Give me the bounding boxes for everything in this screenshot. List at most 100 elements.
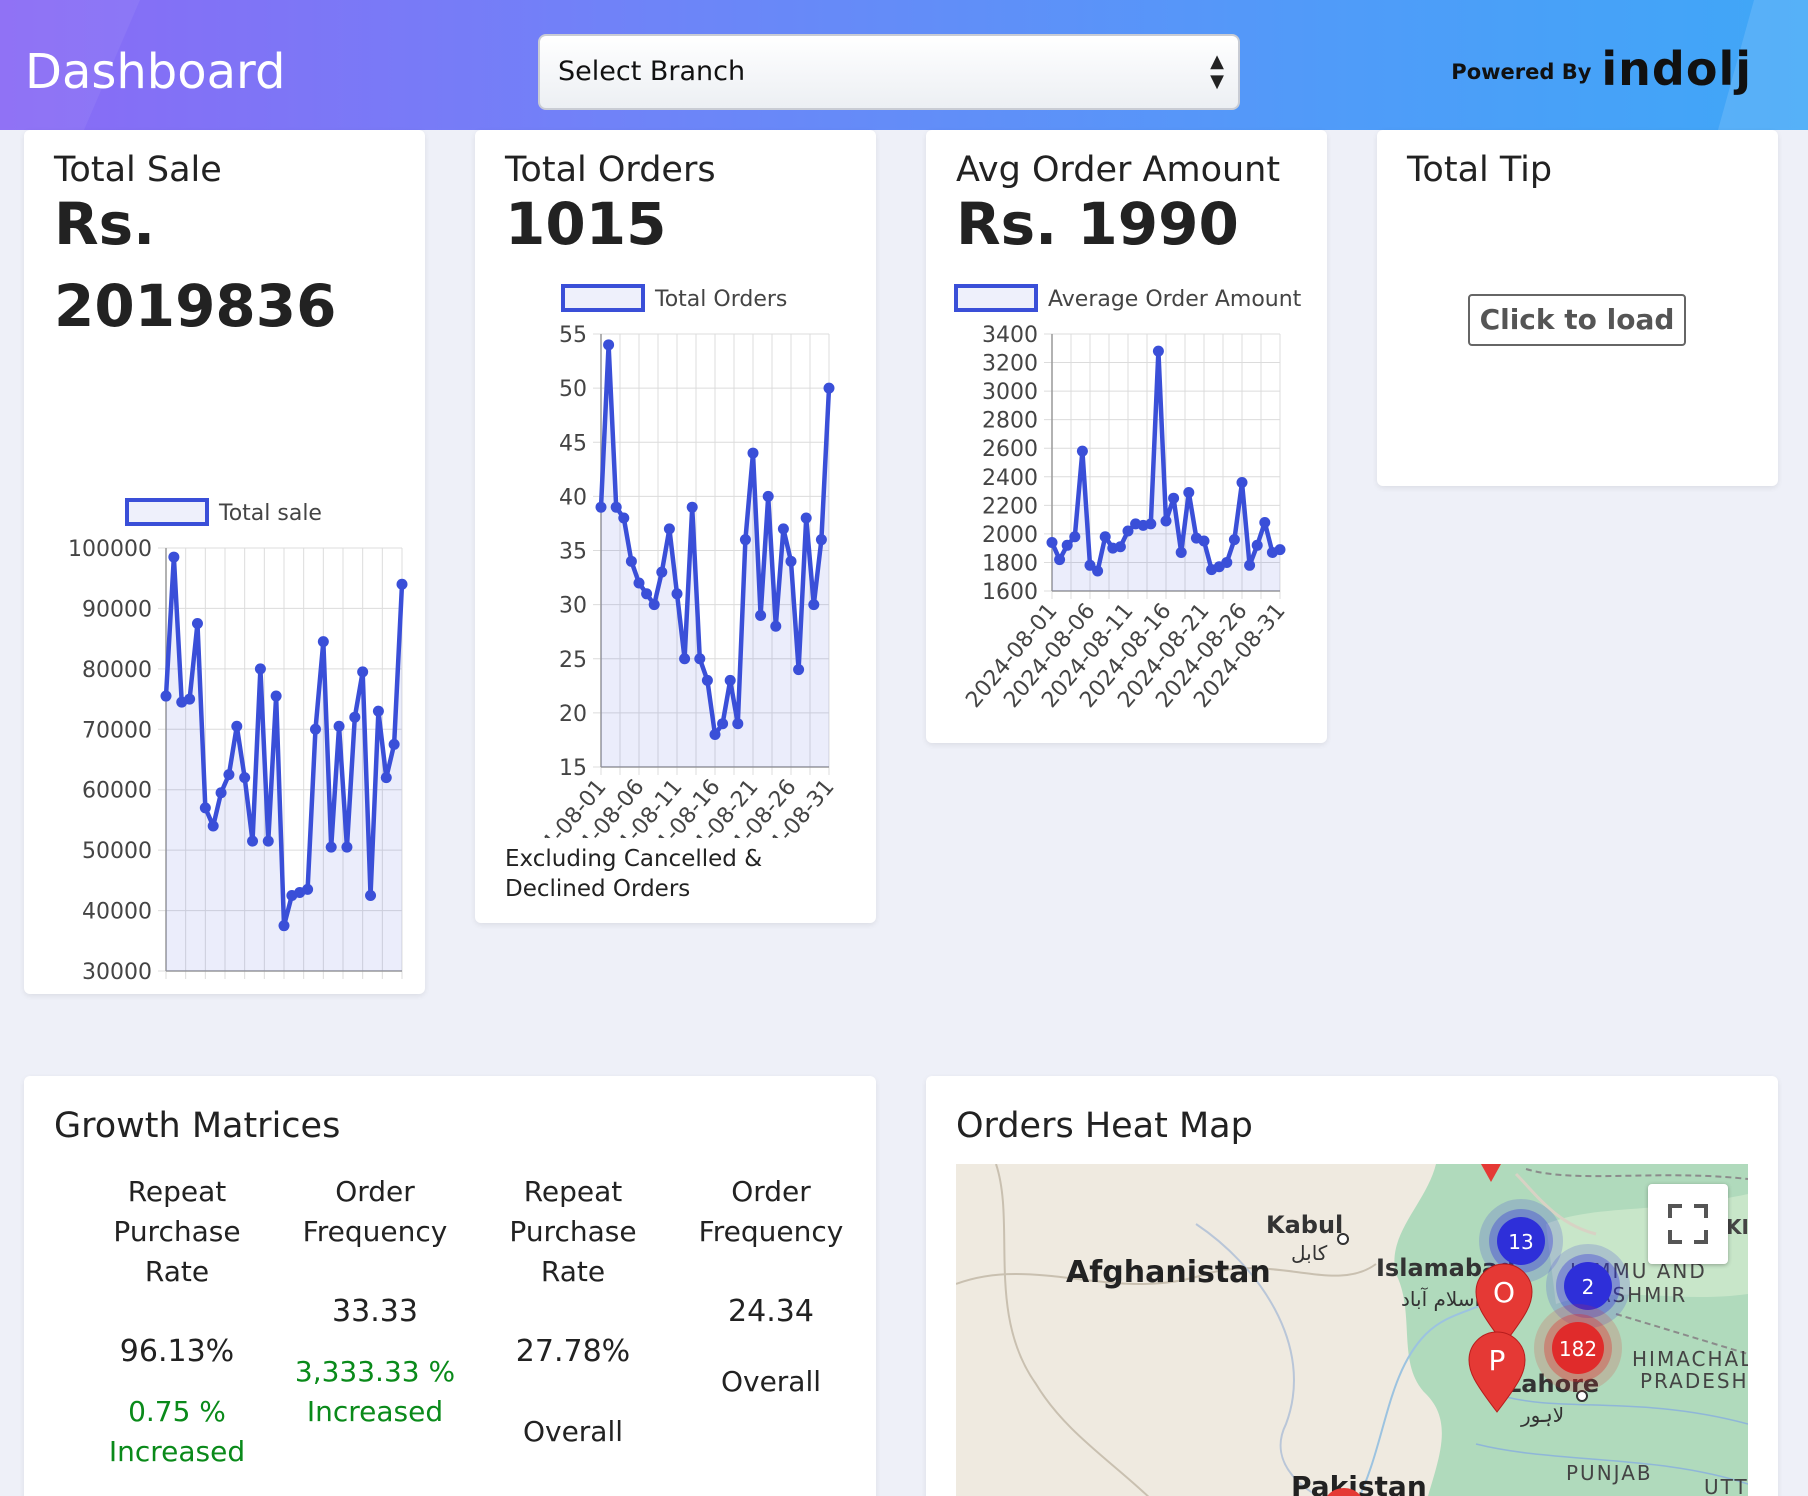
- powered-by: Powered By indolj: [1451, 46, 1752, 92]
- y-tick-label: 3000: [982, 380, 1038, 405]
- x-tick-label: 2024-08-26: [272, 979, 373, 980]
- kabul-dot: [1337, 1233, 1349, 1245]
- data-point: [618, 512, 630, 524]
- cluster-count: 13: [1508, 1230, 1533, 1254]
- lahore-dot: [1576, 1390, 1588, 1402]
- y-tick-label: 90000: [82, 597, 152, 622]
- data-point: [709, 729, 721, 741]
- y-tick-label: 2800: [982, 409, 1038, 434]
- legend-label: Average Order Amount: [1048, 287, 1302, 312]
- cluster-2[interactable]: 2: [1546, 1244, 1630, 1328]
- map-label-pakistan: Pakistan: [1291, 1470, 1427, 1496]
- data-point: [1099, 531, 1111, 543]
- data-point: [1274, 544, 1286, 556]
- metric-value: 96.13%: [119, 1334, 235, 1369]
- data-point: [1069, 531, 1081, 543]
- data-point: [1076, 445, 1088, 457]
- data-point: [388, 738, 400, 750]
- data-point: [686, 501, 698, 513]
- data-point: [739, 534, 751, 546]
- series-area: [166, 557, 402, 971]
- fullscreen-button[interactable]: [1648, 1184, 1728, 1264]
- cluster-182[interactable]: 182: [1534, 1304, 1622, 1392]
- y-tick-label: 30: [559, 594, 587, 619]
- orders-note: Excluding Cancelled & Declined Orders: [505, 844, 762, 904]
- metric-change: 0.75 %: [128, 1395, 226, 1428]
- data-point: [215, 787, 227, 799]
- data-point: [671, 588, 683, 600]
- data-point: [396, 578, 408, 590]
- data-point: [380, 772, 392, 784]
- data-point: [663, 523, 675, 535]
- data-point: [724, 674, 736, 686]
- metric-change: 3,333.33 %: [294, 1355, 456, 1388]
- metric-change-label: Overall: [522, 1415, 624, 1448]
- data-point: [1145, 518, 1157, 530]
- y-tick-label: 70000: [82, 718, 152, 743]
- metric-label-line: Order: [731, 1175, 811, 1208]
- data-point: [732, 718, 744, 730]
- page-title: Dashboard: [25, 44, 286, 100]
- y-tick-label: 45: [559, 431, 587, 456]
- x-tick-label: 2024-08-16: [193, 979, 294, 980]
- marker-letter: P: [1489, 1344, 1506, 1377]
- map-marker-p[interactable]: P: [1468, 1331, 1526, 1413]
- y-tick-label: 20: [559, 702, 587, 727]
- map-canvas[interactable]: Kabul کابل Afghanistan Islamabad اسلام آ…: [956, 1164, 1748, 1496]
- data-point: [1046, 536, 1058, 548]
- growth-matrices-card: Growth Matrices Repeat Purchase Rate 96.…: [24, 1076, 876, 1496]
- avg-order-card: Avg Order Amount Rs. 1990 Average Order …: [926, 130, 1327, 743]
- y-tick-label: 50000: [82, 839, 152, 864]
- total-orders-card: Total Orders 1015 Total Orders 55 50 45 40 35…: [475, 130, 876, 923]
- map-road: [995, 1164, 1150, 1496]
- map-label-punjab: PUNJAB: [1566, 1461, 1653, 1485]
- x-tick-label: 2024-08-21: [233, 979, 334, 980]
- total-orders-value: 1015: [505, 190, 667, 258]
- orders-note-line1: Excluding Cancelled &: [505, 846, 763, 872]
- data-point: [278, 920, 290, 932]
- y-tick-label: 80000: [82, 658, 152, 683]
- map-marker-partial[interactable]: [1322, 1488, 1366, 1496]
- y-tick-label: 1600: [982, 580, 1038, 605]
- growth-title: Growth Matrices: [54, 1106, 341, 1146]
- legend-swatch: [125, 498, 209, 526]
- metric-label-line: Order: [335, 1175, 415, 1208]
- data-point: [1175, 546, 1187, 558]
- cluster-count: 2: [1582, 1275, 1595, 1299]
- data-point: [625, 555, 637, 567]
- y-tick-label: 30000: [82, 960, 152, 980]
- cluster-13[interactable]: 13: [1479, 1199, 1563, 1283]
- series-area: [601, 344, 829, 767]
- map-marker-partial[interactable]: [1481, 1164, 1501, 1182]
- map-label-himachal: HIMACHAL: [1632, 1347, 1748, 1371]
- y-tick-label: 35: [559, 540, 587, 565]
- map-river: [1195, 1223, 1321, 1496]
- map-river: [1495, 1393, 1748, 1425]
- orders-map[interactable]: Kabul کابل Afghanistan Islamabad اسلام آ…: [956, 1164, 1748, 1496]
- metric-repeat-rate: Repeat Purchase Rate 96.13% 0.75 % Incre…: [87, 1172, 267, 1472]
- map-marker-o[interactable]: O: [1475, 1263, 1533, 1345]
- data-point: [349, 711, 361, 723]
- data-point: [333, 720, 345, 732]
- map-label-utt: UTT: [1704, 1475, 1748, 1496]
- indolj-logo[interactable]: indolj: [1601, 42, 1752, 96]
- data-point: [641, 588, 653, 600]
- data-point: [1183, 486, 1195, 498]
- data-point: [762, 490, 774, 502]
- data-point: [199, 802, 211, 814]
- legend-swatch: [954, 284, 1038, 312]
- data-point: [357, 666, 369, 678]
- total-orders-chart: Total Orders5550454035302520152024-08-01…: [510, 284, 840, 838]
- map-border: [1514, 1172, 1597, 1236]
- branch-select[interactable]: Select Branch ▲ ▼: [538, 34, 1240, 110]
- data-point: [808, 599, 820, 611]
- y-tick-label: 100000: [68, 537, 152, 562]
- y-tick-label: 55: [559, 323, 587, 348]
- data-point: [231, 720, 243, 732]
- data-point: [1259, 516, 1271, 528]
- data-point: [656, 566, 668, 578]
- data-point: [595, 501, 607, 513]
- powered-by-label: Powered By: [1451, 60, 1592, 84]
- y-tick-label: 15: [559, 756, 587, 781]
- load-tip-button[interactable]: Click to load: [1468, 294, 1686, 346]
